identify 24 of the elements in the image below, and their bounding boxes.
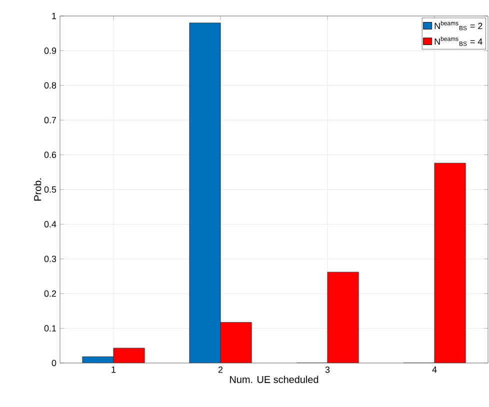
y-tick-label: 1 — [52, 12, 56, 20]
y-axis-title: Prob. — [34, 178, 42, 201]
legend-label: N$^{beams}$$_{BS}$ = 2 — [434, 20, 482, 30]
y-tick-label: 0.1 — [44, 325, 56, 332]
bar — [328, 272, 359, 363]
y-tick-label: 0 — [52, 360, 56, 366]
y-tick-label: 0.6 — [44, 152, 56, 158]
y-tick-label: 0.5 — [44, 186, 56, 193]
bar — [220, 322, 252, 363]
x-tick-label: 4 — [432, 366, 437, 373]
bar — [113, 348, 145, 363]
y-tick-label: 0.9 — [44, 48, 56, 54]
y-tick-label: 0.2 — [44, 290, 56, 297]
x-tick-label: 1 — [112, 366, 116, 373]
x-tick-label: 2 — [218, 366, 223, 373]
y-tick-label: 0.7 — [44, 116, 56, 124]
y-tick-label: 0.4 — [44, 221, 56, 228]
y-tick-label: 0.8 — [44, 82, 56, 89]
legend-label: N$^{beams}$$_{BS}$ = 4 — [434, 36, 482, 46]
bar — [434, 162, 466, 363]
x-axis-title: Num. UE scheduled — [230, 376, 318, 384]
y-tick-label: 0.3 — [44, 256, 56, 262]
bar — [189, 22, 221, 363]
x-tick-label: 3 — [325, 366, 330, 373]
